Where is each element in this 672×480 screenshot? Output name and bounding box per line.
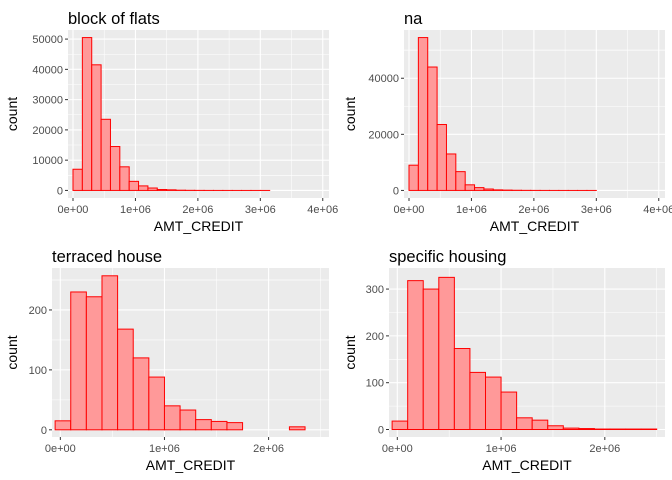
histogram-bar: [427, 66, 438, 191]
x-tick-label: 1e+06: [120, 204, 151, 216]
histogram-bar: [148, 376, 165, 431]
histogram-bar: [391, 420, 409, 431]
y-tick-label: 0: [41, 425, 47, 437]
histogram-bar: [453, 348, 471, 431]
histogram-bar: [438, 276, 455, 431]
histogram-bar: [54, 420, 72, 431]
x-tick-label: 4e+06: [643, 204, 672, 216]
x-tick-label: 1e+06: [486, 443, 517, 455]
x-axis-title: AMT_CREDIT: [146, 457, 236, 473]
histogram-bar: [147, 187, 158, 191]
histogram-bar: [474, 187, 485, 191]
x-axis-title: AMT_CREDIT: [482, 457, 572, 473]
panel-title: specific housing: [389, 248, 506, 266]
y-tick-label: 30000: [32, 95, 63, 107]
histogram-bar: [422, 288, 440, 431]
histogram-bar: [500, 391, 518, 431]
y-tick-label: 100: [366, 378, 384, 390]
histogram-bar: [85, 296, 103, 431]
x-tick-label: 2e+06: [589, 443, 620, 455]
panel-title: na: [404, 10, 423, 28]
y-tick-label: 100: [29, 365, 47, 377]
y-axis-title: count: [4, 97, 20, 131]
y-axis-title: count: [342, 335, 358, 369]
panel-4: 0 100 200 300 0e+00 1e+06 2e+06 specific housin…: [342, 248, 665, 473]
histogram-bar: [210, 420, 228, 431]
y-tick-label: 40000: [368, 73, 399, 85]
histogram-bar: [100, 118, 111, 191]
histogram-bar: [156, 189, 168, 191]
y-tick-label: 50000: [32, 34, 63, 46]
histogram-bar: [226, 422, 244, 431]
x-tick-label: 0e+00: [45, 443, 76, 455]
histogram-bar: [117, 328, 134, 431]
histogram-bar: [163, 405, 181, 431]
histogram-bar: [128, 180, 140, 191]
histogram-bar: [72, 168, 83, 191]
histogram-bar: [516, 417, 533, 431]
histogram-bar: [119, 166, 130, 191]
histogram-bar: [455, 171, 466, 191]
panel-3: 0 100 200 0e+00 1e+06 2e+06 terraced house AMT_…: [4, 248, 329, 473]
histogram-bar: [562, 427, 580, 431]
y-tick-label: 20000: [32, 125, 63, 137]
histogram-bar: [531, 419, 549, 431]
x-axis-title: AMT_CREDIT: [154, 218, 244, 234]
x-tick-label: 0e+00: [382, 443, 413, 455]
x-tick-label: 2e+06: [518, 204, 549, 216]
histogram-bar: [464, 184, 476, 191]
histogram-bar: [578, 428, 595, 431]
histogram-bar: [436, 124, 447, 191]
histogram-bar: [408, 164, 419, 191]
histogram-bar: [483, 188, 494, 191]
y-tick-label: 200: [29, 305, 47, 317]
histogram-bar: [407, 280, 424, 431]
y-axis-title: count: [4, 335, 20, 369]
x-tick-label: 2e+06: [182, 204, 213, 216]
histogram-bar: [179, 409, 197, 431]
panel-1: 0 10000 20000 30000 40000 50000 0e+00 1e+06 2e+0…: [4, 10, 338, 234]
y-tick-label: 10000: [32, 155, 63, 167]
histogram-bar: [109, 146, 121, 191]
histogram-bar: [484, 376, 502, 431]
x-tick-label: 1e+06: [456, 204, 487, 216]
histogram-bar: [132, 357, 150, 431]
histogram-bar: [70, 291, 87, 431]
histogram-bar: [138, 185, 149, 191]
x-axis-title: AMT_CREDIT: [490, 218, 580, 234]
panel-title: terraced house: [52, 248, 162, 266]
y-axis-title: count: [342, 97, 358, 131]
x-tick-label: 0e+00: [394, 204, 425, 216]
y-tick-label: 300: [366, 284, 384, 296]
panel-title: block of flats: [68, 10, 160, 28]
histogram-bar: [288, 426, 306, 431]
histogram-bar: [547, 425, 564, 431]
x-tick-label: 4e+06: [307, 204, 338, 216]
x-tick-label: 0e+00: [58, 204, 89, 216]
x-tick-label: 3e+06: [245, 204, 276, 216]
histogram-bar: [195, 419, 212, 431]
histogram-bar: [81, 37, 93, 191]
histogram-bar: [469, 371, 486, 431]
y-tick-label: 20000: [368, 129, 399, 141]
histogram-bar: [492, 189, 504, 191]
y-tick-label: 40000: [32, 64, 63, 76]
panel-2: 0 20000 40000 0e+00 1e+06 2e+06 3e+06 4e+06 na AM…: [342, 10, 672, 234]
y-tick-label: 0: [393, 185, 399, 197]
x-tick-label: 3e+06: [581, 204, 612, 216]
x-tick-label: 1e+06: [149, 443, 180, 455]
y-tick-label: 200: [366, 331, 384, 343]
histogram-bar: [91, 64, 102, 191]
histogram-bar: [417, 37, 429, 191]
x-tick-label: 2e+06: [253, 443, 284, 455]
histogram-bar: [445, 153, 457, 191]
histogram-bar: [101, 275, 119, 431]
y-tick-label: 0: [57, 185, 63, 197]
histogram-bar: [166, 189, 177, 191]
y-tick-label: 0: [378, 425, 384, 437]
